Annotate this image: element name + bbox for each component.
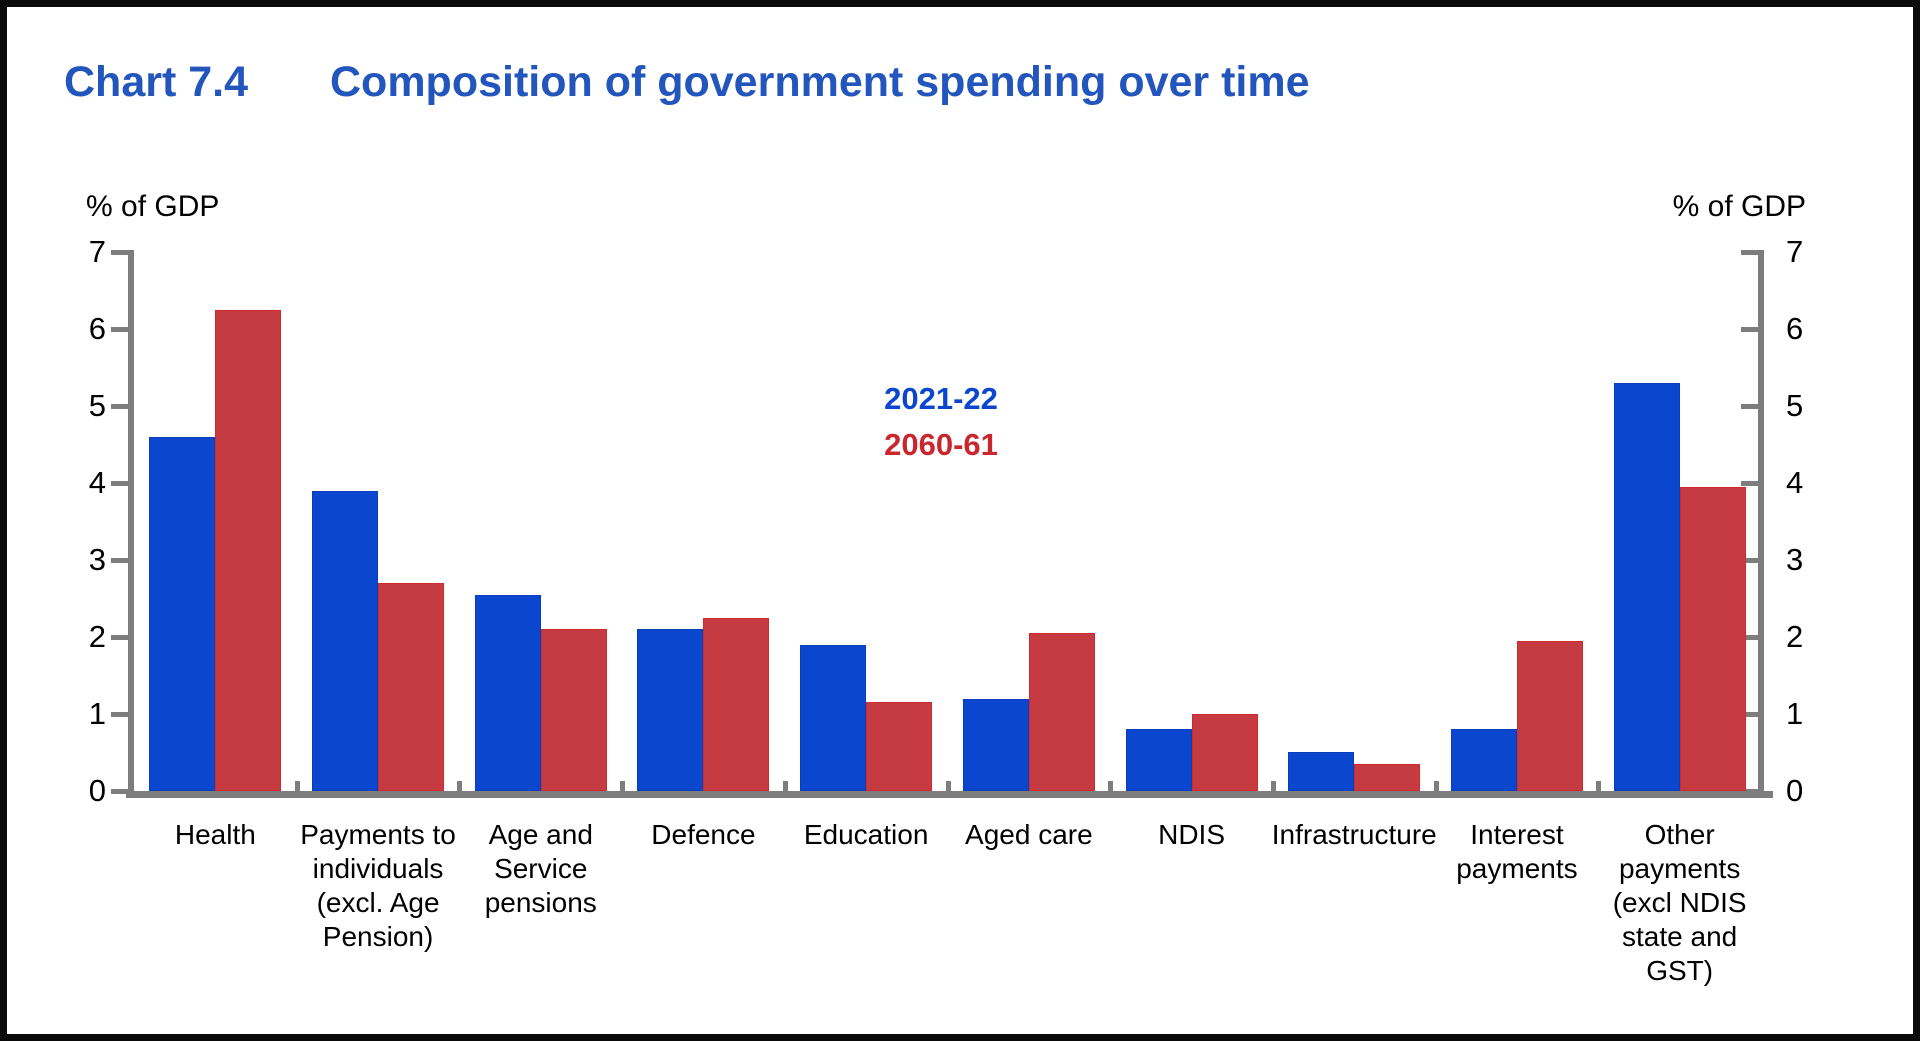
y-axis-right [1758, 250, 1764, 798]
y-tick-left-0 [111, 789, 128, 794]
y-tick-label-left-7: 7 [88, 234, 106, 269]
y-tick-right-5 [1741, 404, 1758, 409]
y-tick-right-2 [1741, 635, 1758, 640]
y-tick-label-right-6: 6 [1786, 311, 1804, 346]
bar-education-2060-61 [866, 702, 933, 791]
y-tick-label-left-3: 3 [88, 542, 106, 577]
x-tick-1 [294, 781, 300, 791]
x-category-label-infrastructure: Infrastructure [1271, 819, 1437, 850]
x-tick-6 [1108, 781, 1114, 791]
x-tick-2 [457, 781, 463, 791]
x-axis-baseline [126, 791, 1773, 798]
chart-title-row: Chart 7.4 Composition of government spen… [0, 54, 1920, 114]
x-tick-8 [1433, 781, 1439, 791]
y-tick-label-left-5: 5 [88, 388, 106, 423]
y-tick-right-4 [1741, 481, 1758, 486]
y-tick-label-right-0: 0 [1786, 773, 1804, 808]
y-tick-left-7 [111, 250, 128, 255]
chart-title: Composition of government spending over … [330, 58, 1310, 106]
chart-legend: 2021-22 2060-61 [831, 376, 1051, 468]
bar-aged-care-2021-22 [962, 699, 1029, 791]
x-category-label-health: Health [174, 819, 256, 850]
bar-payments-to-individuals-excl-age-pension-2021-22 [312, 491, 379, 791]
y-axis-left [128, 250, 134, 798]
y-tick-right-7 [1741, 250, 1758, 255]
legend-item-2060-61: 2060-61 [884, 427, 998, 462]
bar-education-2021-22 [800, 645, 867, 791]
y-tick-label-right-7: 7 [1786, 234, 1804, 269]
chart-number: Chart 7.4 [64, 58, 249, 106]
legend-item-2021-22: 2021-22 [884, 381, 998, 416]
x-category-label-age-and-service-pensions: Age and Service pensions [484, 819, 597, 918]
x-tick-5 [945, 781, 951, 791]
x-category-label-aged-care: Aged care [965, 819, 1093, 850]
bar-ndis-2021-22 [1125, 729, 1192, 791]
y-tick-label-right-2: 2 [1786, 619, 1804, 654]
y-tick-left-6 [111, 327, 128, 332]
y-tick-label-right-4: 4 [1786, 465, 1804, 500]
x-category-label-ndis: NDIS [1158, 819, 1225, 850]
y-tick-label-left-0: 0 [88, 773, 106, 808]
bar-aged-care-2060-61 [1028, 633, 1095, 791]
bar-other-payments-excl-ndis-state-and-gst-2021-22 [1613, 383, 1680, 791]
bar-interest-payments-2060-61 [1516, 641, 1583, 791]
x-category-label-payments-to-individuals-excl-age-pension: Payments to individuals (excl. Age Pensi… [300, 819, 456, 952]
bar-health-2021-22 [149, 437, 216, 791]
y-tick-label-right-1: 1 [1786, 696, 1804, 731]
y-tick-label-right-3: 3 [1786, 542, 1804, 577]
bar-age-and-service-pensions-2060-61 [540, 629, 607, 791]
y-tick-left-4 [111, 481, 128, 486]
bar-interest-payments-2021-22 [1450, 729, 1517, 791]
bar-payments-to-individuals-excl-age-pension-2060-61 [378, 583, 445, 791]
y-tick-left-1 [111, 712, 128, 717]
x-tick-4 [782, 781, 788, 791]
x-category-label-other-payments-excl-ndis-state-and-gst: Other payments (excl NDIS state and GST) [1612, 819, 1747, 986]
y-tick-right-3 [1741, 558, 1758, 563]
x-category-label-interest-payments: Interest payments [1456, 819, 1578, 884]
x-tick-9 [1596, 781, 1602, 791]
bar-other-payments-excl-ndis-state-and-gst-2060-61 [1679, 487, 1746, 791]
bar-infrastructure-2060-61 [1354, 764, 1421, 791]
y-tick-label-right-5: 5 [1786, 388, 1804, 423]
bar-health-2060-61 [215, 310, 282, 791]
y-tick-left-3 [111, 558, 128, 563]
y-tick-right-6 [1741, 327, 1758, 332]
bar-defence-2060-61 [703, 618, 770, 791]
y-tick-label-left-4: 4 [88, 465, 106, 500]
x-tick-7 [1270, 781, 1276, 791]
bar-infrastructure-2021-22 [1288, 752, 1355, 791]
y-axis-unit-left: % of GDP [86, 190, 220, 223]
bar-age-and-service-pensions-2021-22 [474, 595, 541, 791]
y-tick-right-1 [1741, 712, 1758, 717]
y-tick-left-2 [111, 635, 128, 640]
bar-ndis-2060-61 [1191, 714, 1258, 791]
y-tick-label-left-2: 2 [88, 619, 106, 654]
x-tick-3 [620, 781, 626, 791]
x-category-label-education: Education [803, 819, 929, 850]
y-tick-label-left-6: 6 [88, 311, 106, 346]
bar-defence-2021-22 [637, 629, 704, 791]
x-category-label-defence: Defence [651, 819, 756, 850]
y-axis-unit-right: % of GDP [1672, 190, 1806, 223]
y-tick-label-left-1: 1 [88, 696, 106, 731]
y-tick-left-5 [111, 404, 128, 409]
